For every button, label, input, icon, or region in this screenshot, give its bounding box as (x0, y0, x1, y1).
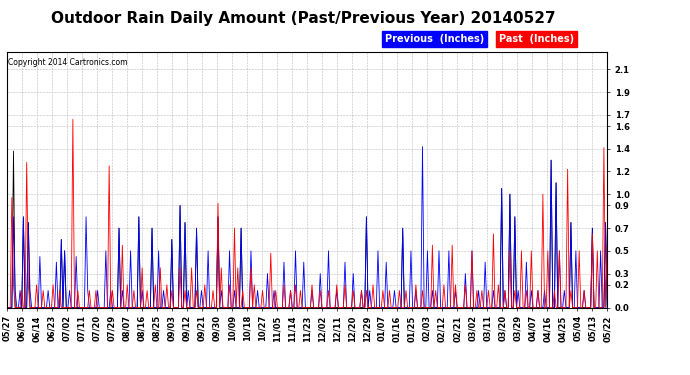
Text: Past  (Inches): Past (Inches) (499, 34, 574, 44)
Text: Previous  (Inches): Previous (Inches) (385, 34, 484, 44)
Text: Outdoor Rain Daily Amount (Past/Previous Year) 20140527: Outdoor Rain Daily Amount (Past/Previous… (51, 11, 556, 26)
Text: Copyright 2014 Cartronics.com: Copyright 2014 Cartronics.com (8, 58, 127, 67)
